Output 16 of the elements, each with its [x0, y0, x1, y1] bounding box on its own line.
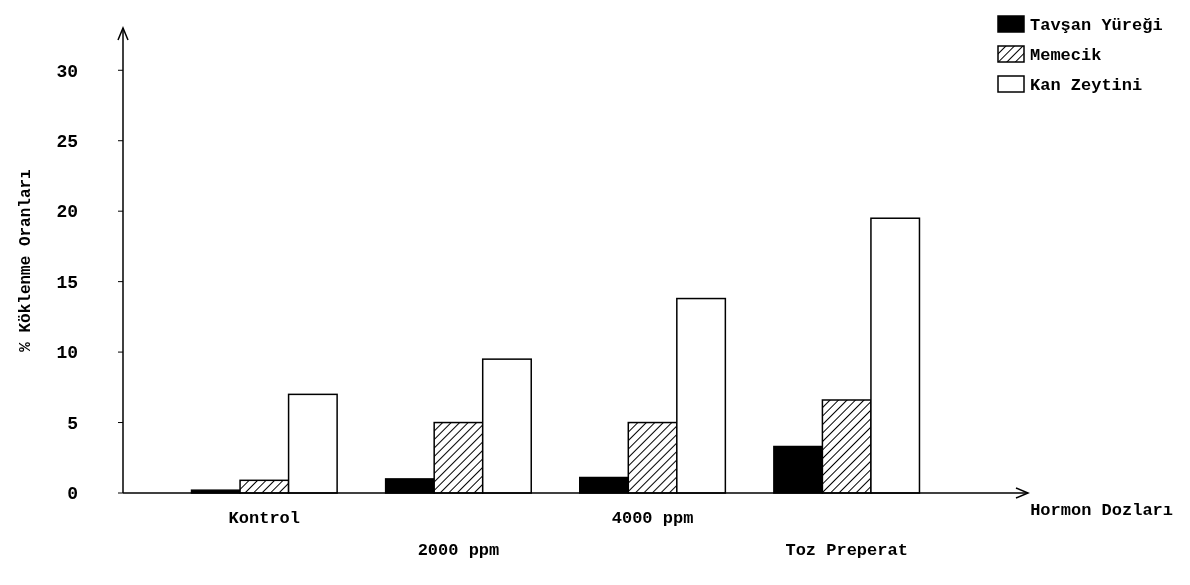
legend-label: Kan Zeytini: [1030, 75, 1143, 95]
x-axis-title: Hormon Dozları: [1030, 501, 1173, 520]
y-tick-label: 10: [56, 343, 78, 364]
x-tick-label: Toz Preperat: [785, 541, 908, 560]
y-tick-label: 5: [67, 413, 78, 434]
legend-label: Memecik: [1030, 45, 1102, 65]
y-tick-label: 15: [56, 272, 78, 293]
x-tick-label: 2000 ppm: [417, 541, 500, 560]
y-tick-label: 25: [56, 132, 78, 153]
y-tick-label: 0: [67, 484, 78, 505]
y-axis-title: % Köklenme Oranları: [17, 169, 35, 352]
x-tick-label: Kontrol: [228, 509, 301, 528]
y-tick-label: 30: [56, 61, 78, 82]
legend-label: Tavşan Yüreği: [1030, 15, 1163, 35]
x-tick-label: 4000 ppm: [611, 509, 694, 528]
y-tick-label: 20: [56, 202, 78, 223]
